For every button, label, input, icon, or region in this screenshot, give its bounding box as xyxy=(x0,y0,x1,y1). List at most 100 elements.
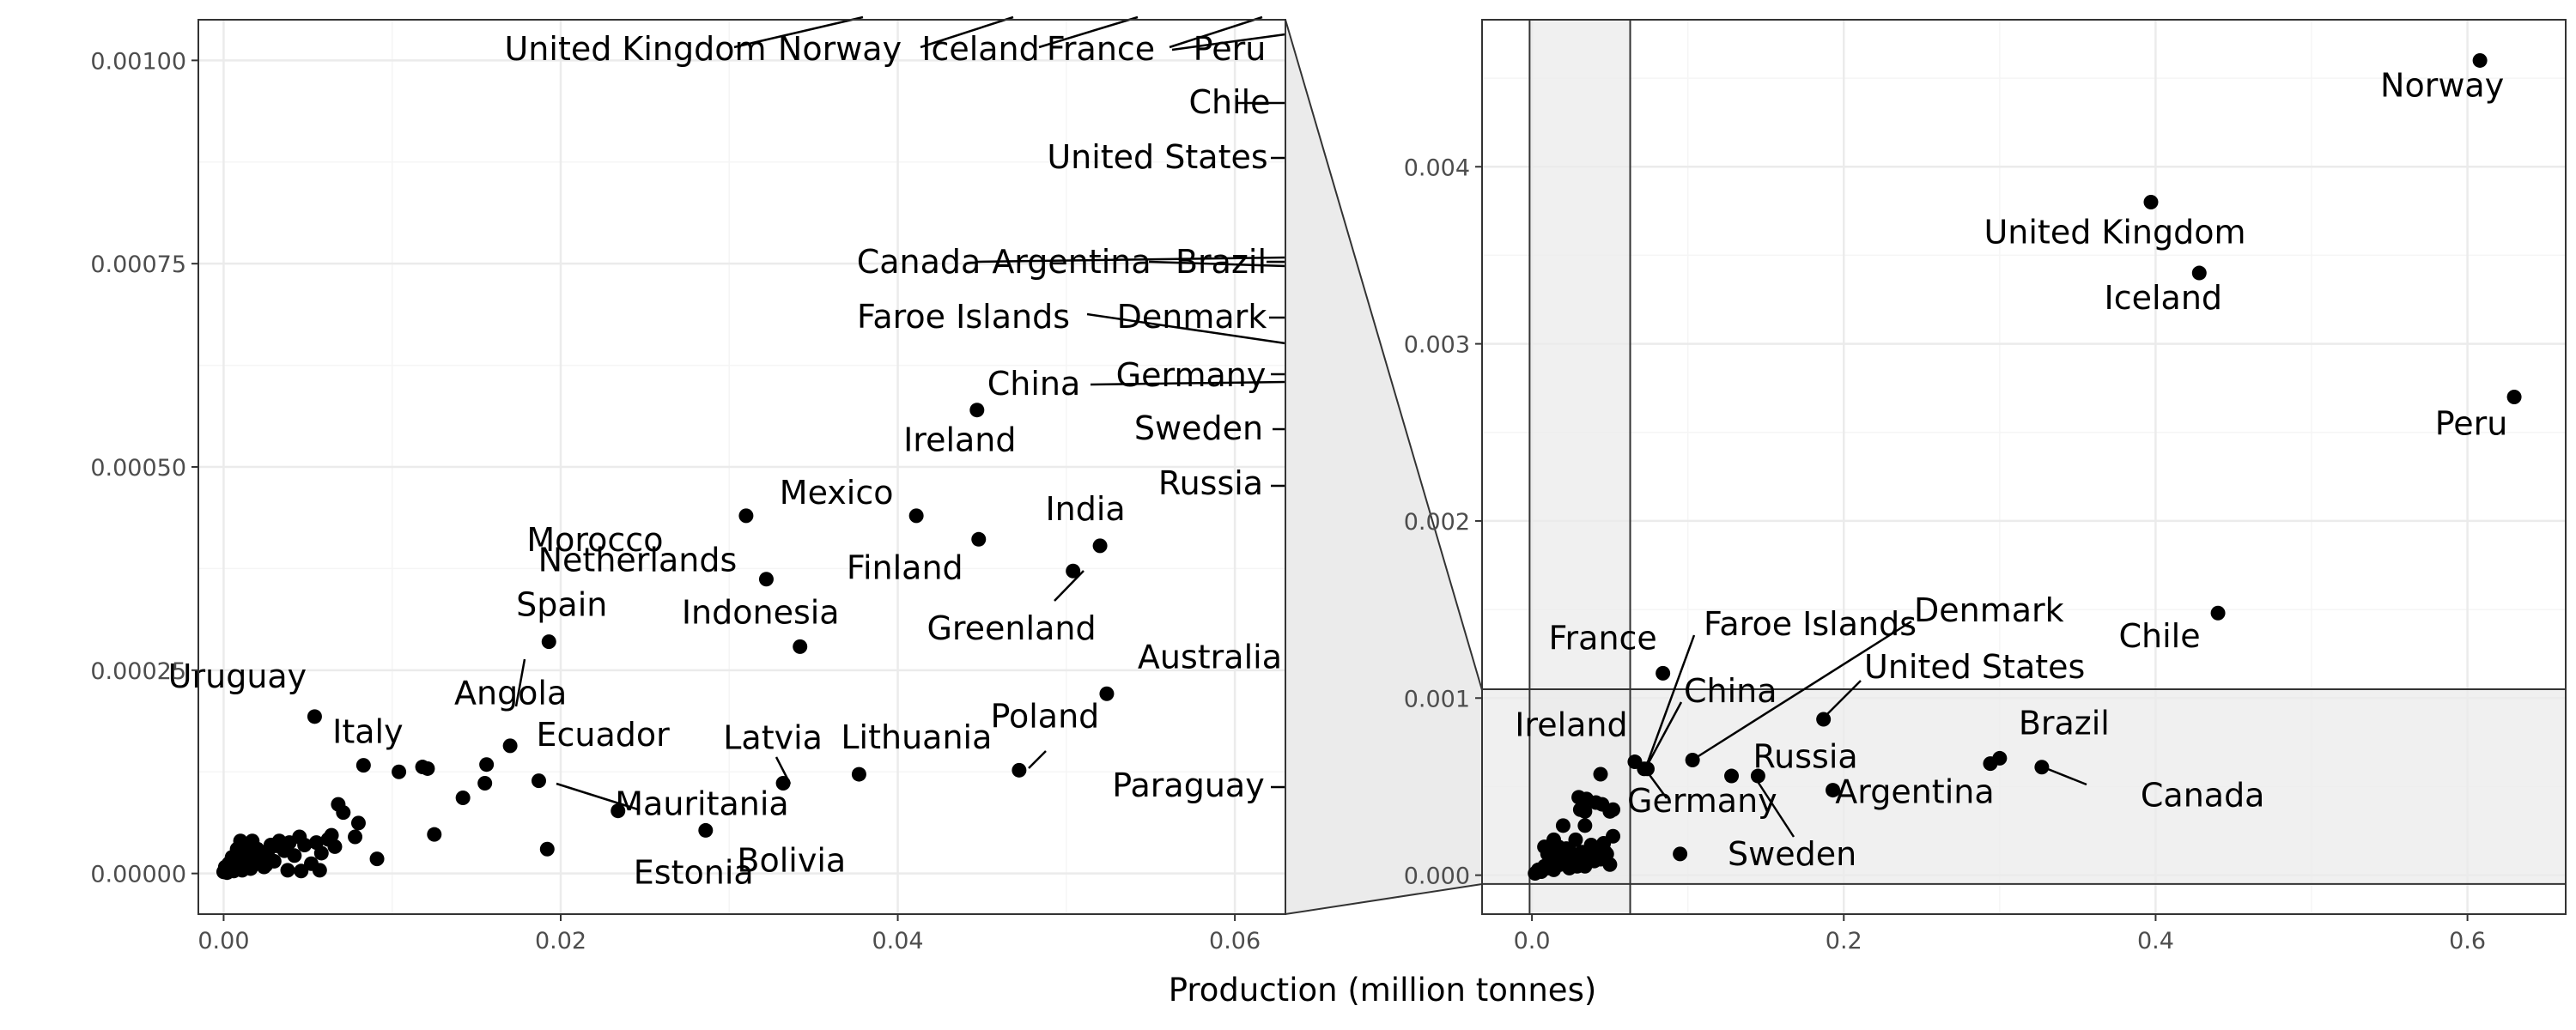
label-faroe-islands: Faroe Islands xyxy=(1704,605,1917,643)
label-united-kingdom: United Kingdom xyxy=(504,30,766,68)
leader-offscale-united-kingdom xyxy=(733,15,864,49)
point-bolivia xyxy=(698,822,714,838)
x-tick-label: 0.4 xyxy=(2137,928,2174,954)
leader-offscale-argentina xyxy=(1148,260,1286,268)
data-point xyxy=(350,815,366,831)
label-norway: Norway xyxy=(2380,66,2504,104)
leader-canada xyxy=(2043,766,2087,786)
data-point xyxy=(327,839,343,854)
point-indonesia xyxy=(793,639,808,654)
label-latvia: Latvia xyxy=(723,718,823,756)
label-estonia: Estonia xyxy=(634,854,754,892)
point-germany xyxy=(1724,768,1740,784)
label-norway: Norway xyxy=(778,30,902,68)
leader-offscale-faroe-islands xyxy=(1086,312,1286,345)
point-netherlands xyxy=(758,572,774,587)
data-point xyxy=(1551,839,1566,855)
point-peru xyxy=(2506,389,2522,404)
right-label-leaders xyxy=(1643,620,2087,838)
label-argentina: Argentina xyxy=(1835,773,1994,811)
x-tick-label: 0.04 xyxy=(872,928,923,954)
leader-offscale-norway xyxy=(920,15,1014,49)
leader-china xyxy=(1643,701,1683,770)
data-point xyxy=(1673,846,1688,862)
data-point xyxy=(539,841,555,857)
point-sweden xyxy=(1750,768,1765,784)
x-axis-title: Production (million tonnes) xyxy=(1169,972,1597,1009)
x-tick-label: 0.00 xyxy=(197,928,249,954)
data-point xyxy=(312,863,327,878)
point-morocco xyxy=(738,508,754,524)
leader-offscale-china xyxy=(1090,380,1286,386)
x-tick-label: 0.06 xyxy=(1209,928,1261,954)
point-iceland xyxy=(2191,265,2207,281)
label-russia: Russia xyxy=(1158,464,1263,502)
leader-offscale-france xyxy=(1169,15,1263,49)
label-denmark: Denmark xyxy=(1117,298,1267,336)
label-brazil: Brazil xyxy=(1176,243,1267,281)
right-panel-overview: Norway United Kingdom Iceland Peru Chile Fran… xyxy=(1404,19,2567,954)
label-iceland: Iceland xyxy=(921,30,1040,68)
left-label-leaders xyxy=(514,15,1286,811)
point-estonia xyxy=(611,803,626,819)
label-united-states: United States xyxy=(1047,138,1267,176)
data-point xyxy=(477,775,493,791)
label-ecuador: Ecuador xyxy=(536,716,670,754)
data-point xyxy=(1597,845,1613,860)
label-netherlands: Netherlands xyxy=(538,542,738,579)
leader-sweden xyxy=(1753,777,1795,838)
label-poland: Poland xyxy=(990,697,1099,735)
point-australia xyxy=(1099,686,1115,701)
label-morocco: Morocco xyxy=(526,521,663,559)
data-point xyxy=(1593,766,1608,782)
label-indonesia: Indonesia xyxy=(682,593,840,631)
point-ireland xyxy=(969,403,985,418)
right-points xyxy=(1528,52,2522,882)
point-france xyxy=(1656,665,1671,681)
point-uruguay xyxy=(307,709,322,724)
data-point xyxy=(1577,803,1593,819)
label-germany: Germany xyxy=(1116,356,1267,394)
y-tick-label: 0.00100 xyxy=(90,48,186,75)
data-point xyxy=(1577,818,1593,833)
label-sweden: Sweden xyxy=(1134,409,1263,447)
left-gridlines xyxy=(198,20,1285,914)
point-ecuador xyxy=(502,738,518,754)
label-canada: Canada xyxy=(857,243,981,281)
label-uruguay: Uruguay xyxy=(168,657,307,695)
leader-faroe-islands xyxy=(1643,634,1696,770)
x-tick-label: 0.0 xyxy=(1514,928,1551,954)
label-angola: Angola xyxy=(454,675,567,712)
label-bolivia: Bolivia xyxy=(737,841,846,879)
x-tick-label: 0.6 xyxy=(2449,928,2486,954)
point-finland xyxy=(971,531,987,547)
data-point xyxy=(313,845,329,861)
point-spain xyxy=(541,634,556,650)
y-tick-label: 0.00050 xyxy=(90,455,186,482)
data-point xyxy=(246,857,262,872)
label-iceland: Iceland xyxy=(2105,279,2223,317)
data-point xyxy=(420,760,435,776)
right-axis-ticks: 0.0 0.2 0.4 0.6 0.000 0.001 0.002 0.003 0.004 xyxy=(1404,154,2486,954)
point-norway xyxy=(2472,52,2488,68)
label-spain: Spain xyxy=(516,586,607,624)
point-china xyxy=(1637,761,1652,777)
data-point xyxy=(427,827,442,842)
y-tick-label: 0.004 xyxy=(1404,154,1470,181)
label-india: India xyxy=(1045,490,1125,528)
label-sweden: Sweden xyxy=(1728,835,1856,873)
leader-greenland xyxy=(1054,570,1084,602)
point-poland xyxy=(1012,762,1027,778)
y-tick-label: 0.00025 xyxy=(90,658,186,685)
label-china: China xyxy=(987,365,1081,403)
data-point xyxy=(1606,802,1621,817)
label-paraguay: Paraguay xyxy=(1112,766,1264,804)
y-tick-label: 0.000 xyxy=(1404,863,1470,890)
label-italy: Italy xyxy=(332,713,403,751)
data-point xyxy=(297,837,313,852)
point-greenland xyxy=(1066,563,1081,579)
point-latvia xyxy=(775,775,791,791)
label-united-kingdom: United Kingdom xyxy=(1984,214,2245,251)
